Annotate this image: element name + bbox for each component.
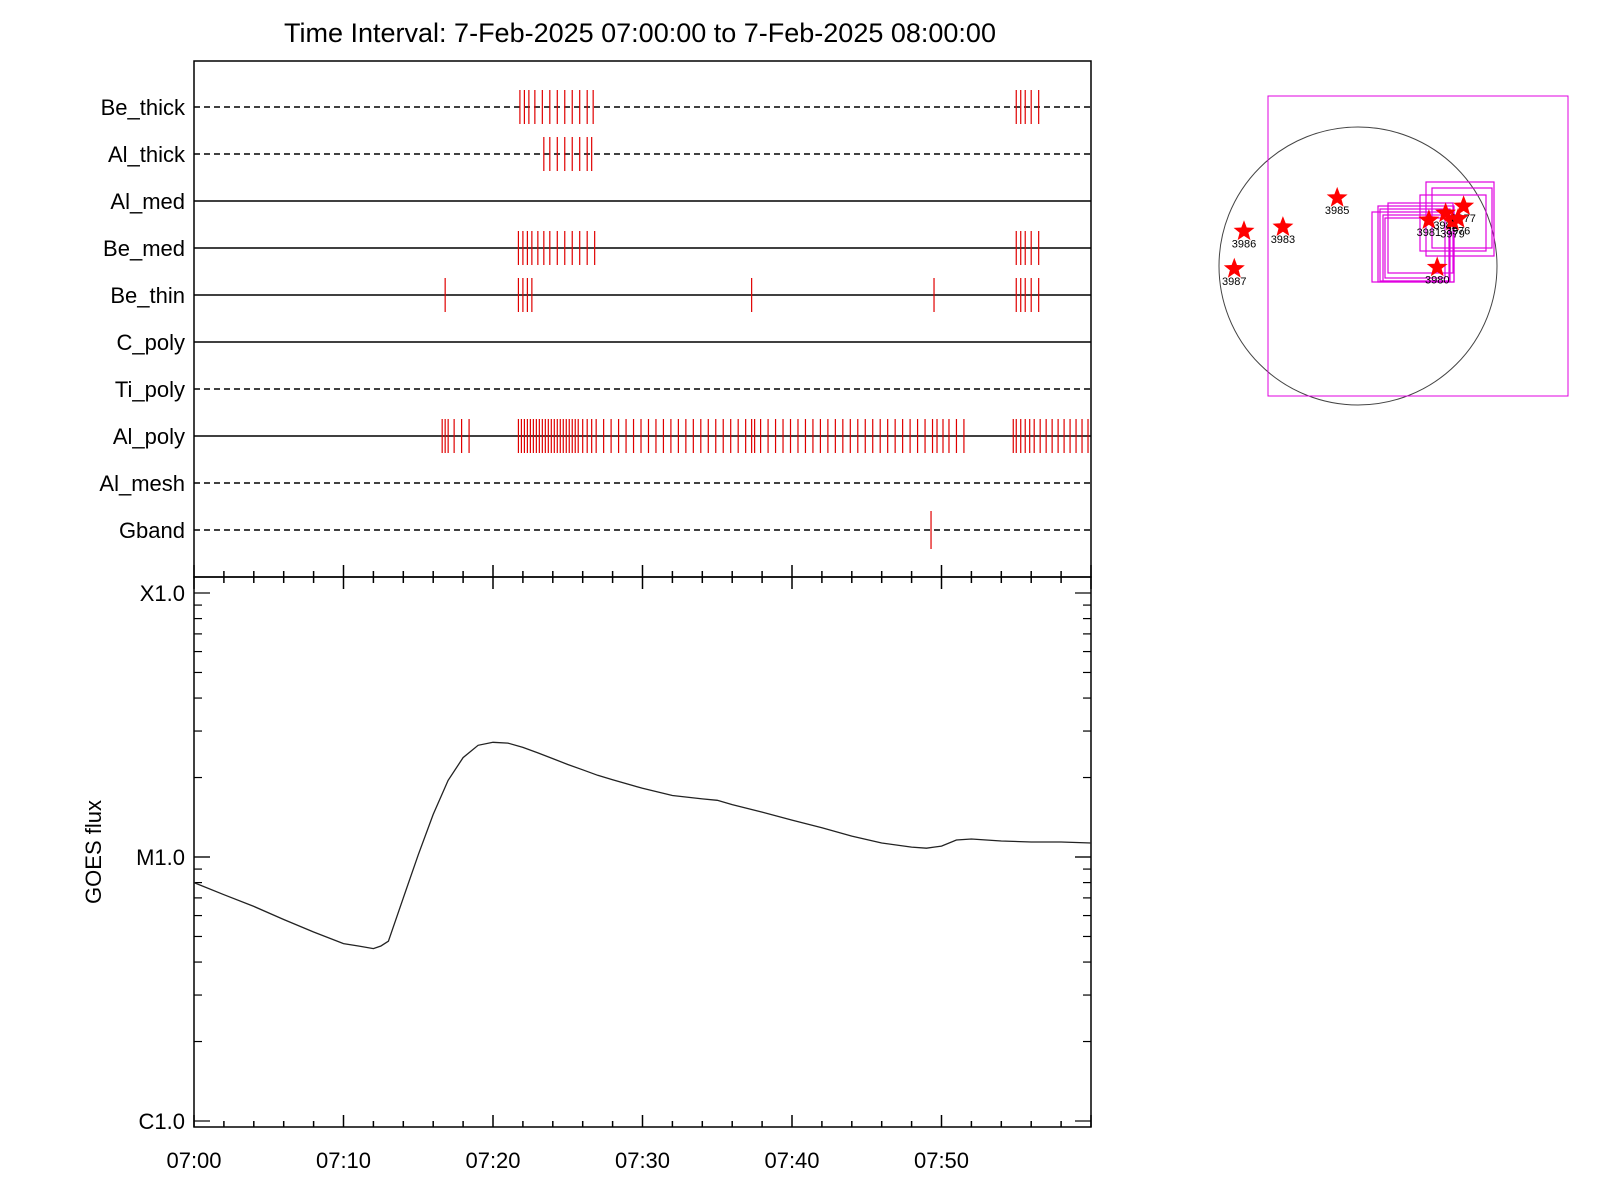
y-tick-label: X1.0 bbox=[140, 581, 185, 606]
active-region-label: 3986 bbox=[1232, 238, 1256, 250]
channel-label: Al_poly bbox=[113, 424, 185, 449]
active-region-label: 3983 bbox=[1271, 234, 1295, 246]
active-region-star bbox=[1418, 209, 1440, 229]
active-region-label: 3980 bbox=[1425, 274, 1449, 286]
channel-label: Gband bbox=[119, 518, 185, 543]
goes-flux-line bbox=[193, 741, 1092, 950]
active-region-star bbox=[1442, 210, 1463, 231]
active-region-star bbox=[1233, 220, 1255, 241]
active-region-star bbox=[1453, 195, 1475, 216]
active-region-label: 3985 bbox=[1325, 205, 1349, 217]
chart-title: Time Interval: 7-Feb-2025 07:00:00 to 7-… bbox=[284, 18, 996, 48]
goes-flux-panel: GOES flux 07:00 07:10 07:20 07:30 07:40 07:50… bbox=[81, 565, 1092, 1173]
active-region-star bbox=[1326, 186, 1348, 207]
active-region-label: 3976 bbox=[1446, 226, 1470, 238]
channel-label: Al_mesh bbox=[99, 471, 185, 496]
fov-box bbox=[1419, 194, 1487, 252]
active-region-star bbox=[1272, 216, 1294, 236]
solar-disk bbox=[1218, 126, 1498, 406]
field-of-view-box bbox=[1267, 95, 1569, 397]
channel-raster-panel: Be_thick Al_thick Al_med Be_med Be_thin C_pol… bbox=[99, 60, 1092, 578]
channel-label: Al_thick bbox=[108, 142, 186, 167]
channel-label: Be_thick bbox=[101, 95, 186, 120]
channel-label: Be_thin bbox=[110, 283, 185, 308]
channel-label: C_poly bbox=[117, 330, 185, 355]
active-region-star bbox=[1447, 207, 1469, 228]
active-region-star bbox=[1426, 256, 1448, 277]
active-region-label: 3979 bbox=[1440, 229, 1464, 241]
goes-panel-frame bbox=[193, 576, 1092, 1128]
active-region-star bbox=[1435, 202, 1456, 223]
channel-label: Be_med bbox=[103, 236, 185, 261]
y-tick-label: C1.0 bbox=[139, 1109, 185, 1134]
fov-box bbox=[1384, 217, 1446, 279]
active-region-label: 3981 bbox=[1417, 227, 1441, 239]
x-tick-label: 07:50 bbox=[914, 1148, 969, 1173]
x-tick-label: 07:30 bbox=[615, 1148, 670, 1173]
channel-label: Ti_poly bbox=[115, 377, 185, 402]
active-region-star bbox=[1223, 257, 1245, 278]
solar-disk-map: 3985398639833987398139823979397739763980 bbox=[1218, 95, 1569, 406]
channel-label: Al_med bbox=[110, 189, 185, 214]
channel-panel-frame bbox=[193, 60, 1092, 578]
x-tick-label: 07:10 bbox=[316, 1148, 371, 1173]
x-tick-label: 07:40 bbox=[764, 1148, 819, 1173]
x-tick-label: 07:00 bbox=[166, 1148, 221, 1173]
x-tick-label: 07:20 bbox=[465, 1148, 520, 1173]
y-tick-label: M1.0 bbox=[136, 845, 185, 870]
active-region-label: 3987 bbox=[1222, 276, 1246, 288]
fov-box bbox=[1377, 205, 1455, 283]
goes-y-axis-label: GOES flux bbox=[81, 800, 106, 904]
